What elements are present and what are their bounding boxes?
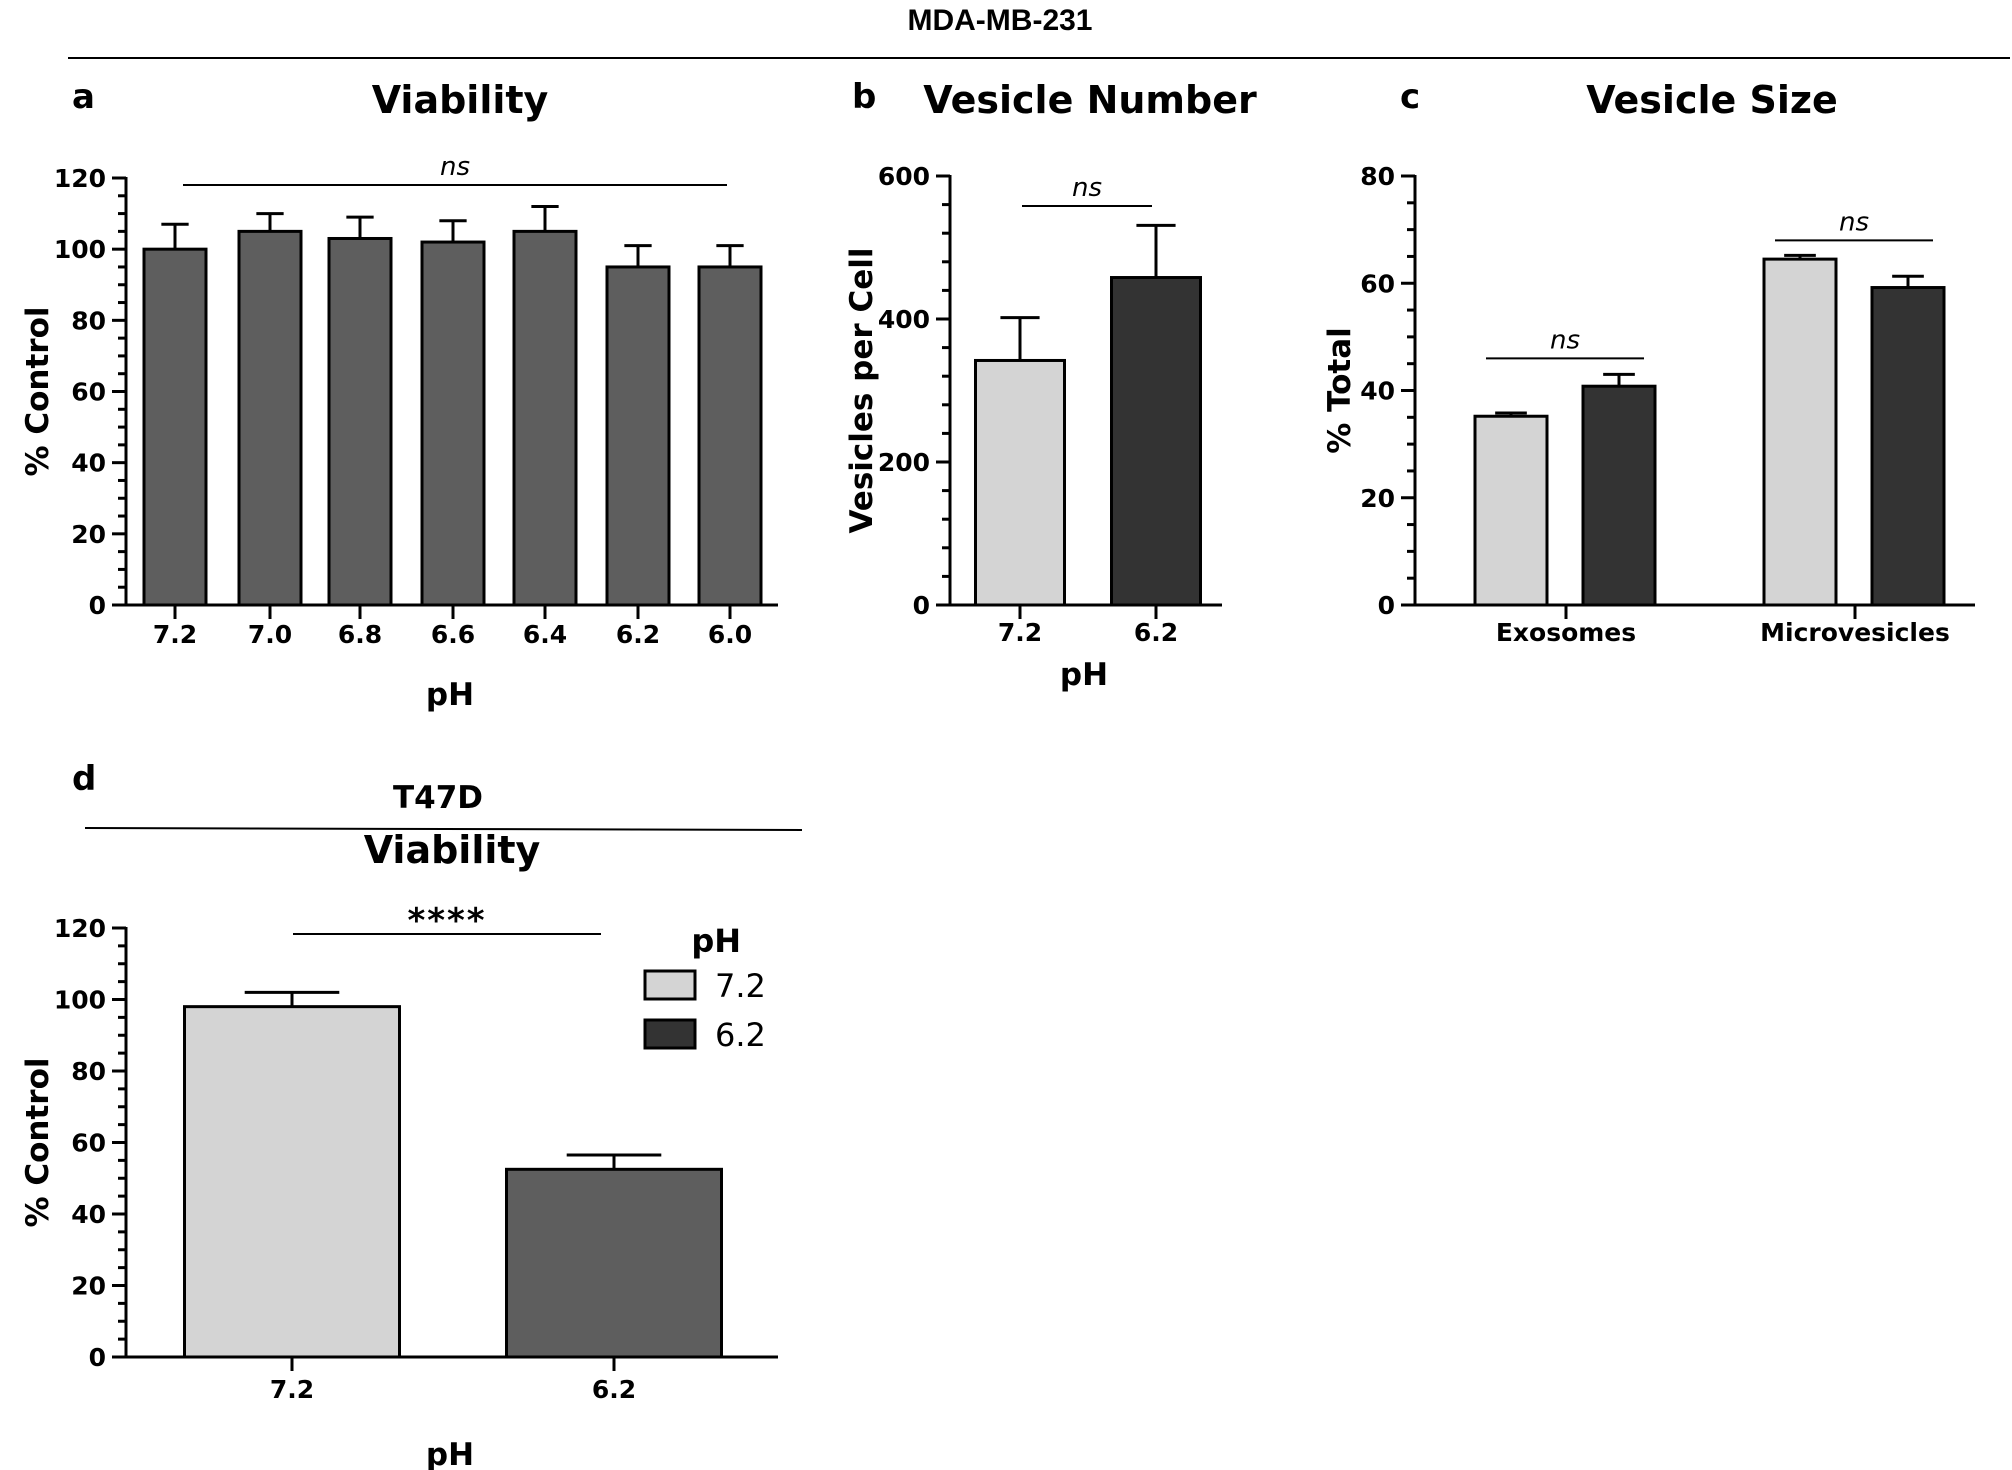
legend-title: pH xyxy=(691,922,741,960)
y-axis-label: % Control xyxy=(20,1057,56,1227)
x-tick-label: Exosomes xyxy=(1496,618,1636,647)
bar-1 xyxy=(237,229,303,607)
y-tick-label: 0 xyxy=(89,1343,106,1372)
bar-1 xyxy=(505,1167,723,1359)
chart-panel-c: Vesicle Size 0 20 40 60 80 % Total Exosomes Micr… xyxy=(1322,78,1975,647)
bar-1-0 xyxy=(1762,257,1838,607)
x-axis-label: pH xyxy=(426,677,474,713)
y-tick-label: 60 xyxy=(71,378,106,407)
y-tick-label: 100 xyxy=(54,986,106,1015)
x-tick-label: 7.2 xyxy=(998,618,1042,647)
y-tick-label: 40 xyxy=(71,1200,106,1229)
bar-0 xyxy=(183,1005,401,1359)
x-tick-label: 6.6 xyxy=(431,620,475,649)
bar-3 xyxy=(420,240,486,607)
figure-header: MDA-MB-231 xyxy=(907,4,1092,37)
y-tick-label: 600 xyxy=(878,162,930,191)
bar-1-1 xyxy=(1870,286,1946,607)
y-tick-label: 80 xyxy=(71,1057,106,1086)
y-tick-label: 120 xyxy=(54,164,106,193)
x-tick-label: 6.0 xyxy=(708,620,752,649)
y-tick-label: 400 xyxy=(878,305,930,334)
panel-label-d: d xyxy=(72,759,96,799)
significance-label: ns xyxy=(440,152,470,182)
significance-label: ns xyxy=(1072,173,1102,203)
bar-0-1 xyxy=(1581,384,1657,607)
x-tick-label: Microvesicles xyxy=(1760,618,1950,647)
significance-label: ns xyxy=(1839,207,1869,237)
y-tick-label: 0 xyxy=(913,591,930,620)
y-tick-label: 100 xyxy=(54,235,106,264)
y-tick-label: 20 xyxy=(71,520,106,549)
bar-6 xyxy=(697,265,763,607)
x-tick-label: 7.0 xyxy=(248,620,292,649)
bar-2 xyxy=(327,236,393,607)
y-tick-label: 0 xyxy=(1378,591,1395,620)
chart-title: Vesicle Size xyxy=(1586,78,1838,122)
x-tick-label: 6.2 xyxy=(616,620,660,649)
y-axis-label: % Control xyxy=(20,306,56,476)
y-tick-label: 60 xyxy=(71,1129,106,1158)
y-tick-label: 40 xyxy=(1360,377,1395,406)
section-d-rule xyxy=(84,827,803,831)
bar-4 xyxy=(512,229,578,607)
bar-5 xyxy=(605,265,671,607)
significance-label: **** xyxy=(407,901,486,941)
chart-panel-b: Vesicle Number 0 200 400 600 Vesicles per Cel… xyxy=(844,78,1257,693)
chart-panel-a: Viability 0 20 40 60 80 100 120 % Control pH 7.2 7.… xyxy=(20,78,778,713)
y-axis-label: % Total xyxy=(1322,327,1358,454)
y-tick-label: 0 xyxy=(89,591,106,620)
chart-title: Viability xyxy=(364,828,541,872)
x-tick-label: 7.2 xyxy=(153,620,197,649)
significance-label: ns xyxy=(1550,325,1580,355)
x-tick-label: 6.2 xyxy=(1134,618,1178,647)
section-d-header: T47D xyxy=(393,780,483,816)
x-tick-label: 6.4 xyxy=(523,620,567,649)
chart-panel-d: Viability 0 20 40 60 80 100 120 % Control pH 7.2 6.… xyxy=(20,828,778,1470)
y-tick-label: 80 xyxy=(1360,162,1395,191)
y-tick-label: 40 xyxy=(71,449,106,478)
x-tick-label: 6.8 xyxy=(338,620,382,649)
bar-0 xyxy=(974,358,1066,607)
legend-swatch xyxy=(643,1018,697,1050)
legend-label: 6.2 xyxy=(715,1016,766,1054)
panel-label-b: b xyxy=(852,77,876,117)
x-axis-label: pH xyxy=(426,1437,474,1470)
legend-swatch xyxy=(643,969,697,1001)
bar-0 xyxy=(142,247,208,607)
bar-1 xyxy=(1110,276,1202,607)
y-tick-label: 80 xyxy=(71,306,106,335)
legend-label: 7.2 xyxy=(715,967,766,1005)
x-tick-label: 6.2 xyxy=(592,1375,636,1404)
y-tick-label: 200 xyxy=(878,448,930,477)
y-tick-label: 60 xyxy=(1360,269,1395,298)
y-tick-label: 20 xyxy=(1360,484,1395,513)
chart-title: Vesicle Number xyxy=(923,78,1257,122)
y-tick-label: 120 xyxy=(54,914,106,943)
x-axis-label: pH xyxy=(1060,657,1108,693)
panel-label-c: c xyxy=(1400,77,1420,117)
bar-0-0 xyxy=(1473,414,1549,607)
panel-label-a: a xyxy=(72,77,95,117)
y-tick-label: 20 xyxy=(71,1272,106,1301)
chart-title: Viability xyxy=(372,78,549,122)
x-tick-label: 7.2 xyxy=(270,1375,314,1404)
y-axis-label: Vesicles per Cell xyxy=(844,248,880,534)
